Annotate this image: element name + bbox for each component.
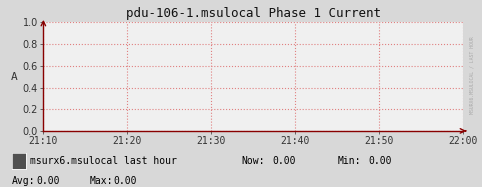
Text: 0.00: 0.00 xyxy=(36,176,60,186)
Text: 0.00: 0.00 xyxy=(369,156,392,166)
Text: Min:: Min: xyxy=(337,156,361,166)
Text: MSURX6.MSULOCAL / LAST HOUR: MSURX6.MSULOCAL / LAST HOUR xyxy=(470,36,475,114)
Title: pdu-106-1.msulocal Phase 1 Current: pdu-106-1.msulocal Phase 1 Current xyxy=(125,7,381,20)
Text: Max:: Max: xyxy=(89,176,113,186)
Text: 0.00: 0.00 xyxy=(113,176,137,186)
Y-axis label: A: A xyxy=(11,72,17,82)
Text: 0.00: 0.00 xyxy=(272,156,296,166)
Text: msurx6.msulocal last hour: msurx6.msulocal last hour xyxy=(30,156,177,166)
Text: Now:: Now: xyxy=(241,156,265,166)
Text: Avg:: Avg: xyxy=(12,176,36,186)
